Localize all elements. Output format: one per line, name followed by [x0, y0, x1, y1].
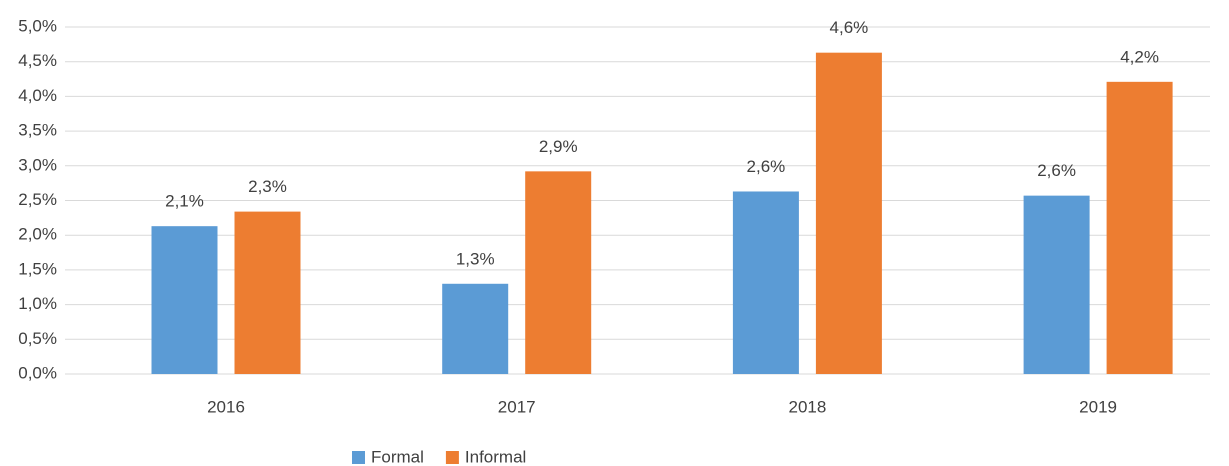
legend-swatch	[352, 451, 365, 464]
y-tick-label: 5,0%	[18, 16, 57, 35]
x-tick-label: 2016	[207, 397, 245, 416]
legend-label: Informal	[465, 447, 526, 466]
bar	[234, 211, 301, 374]
value-label: 2,1%	[165, 192, 204, 211]
y-tick-label: 1,0%	[18, 294, 57, 313]
x-tick-label: 2019	[1079, 397, 1117, 416]
value-label: 2,6%	[747, 157, 786, 176]
y-tick-label: 0,5%	[18, 329, 57, 348]
y-tick-label: 3,0%	[18, 155, 57, 174]
legend-label: Formal	[371, 447, 424, 466]
bar	[732, 191, 799, 374]
bar	[151, 226, 218, 374]
y-tick-label: 3,5%	[18, 121, 57, 140]
y-tick-label: 1,5%	[18, 259, 57, 278]
y-tick-label: 0,0%	[18, 363, 57, 382]
bar	[1106, 81, 1173, 375]
y-tick-label: 2,0%	[18, 225, 57, 244]
bar	[815, 52, 882, 374]
bar	[525, 171, 592, 374]
bar	[1023, 195, 1090, 374]
y-tick-label: 4,5%	[18, 51, 57, 70]
legend-swatch	[445, 451, 459, 464]
y-tick-label: 2,5%	[18, 190, 57, 209]
value-label: 2,6%	[1037, 161, 1076, 180]
value-label: 1,3%	[456, 249, 495, 268]
x-tick-label: 2018	[788, 397, 826, 416]
value-label: 4,2%	[1120, 47, 1159, 66]
y-tick-label: 4,0%	[18, 86, 57, 105]
value-label: 2,3%	[248, 177, 287, 196]
value-label: 2,9%	[539, 137, 578, 156]
value-label: 4,6%	[830, 18, 869, 37]
x-tick-label: 2017	[498, 397, 536, 416]
bar	[442, 283, 509, 374]
